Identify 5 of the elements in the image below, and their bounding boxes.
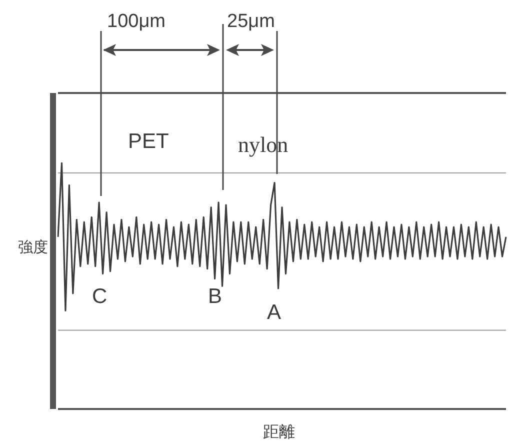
x-axis-title: 距離 xyxy=(263,422,295,441)
annotation: C xyxy=(92,285,108,308)
annotation: A xyxy=(267,301,282,324)
y-axis-title: 強度 xyxy=(18,238,48,256)
annotation: B xyxy=(208,285,222,308)
